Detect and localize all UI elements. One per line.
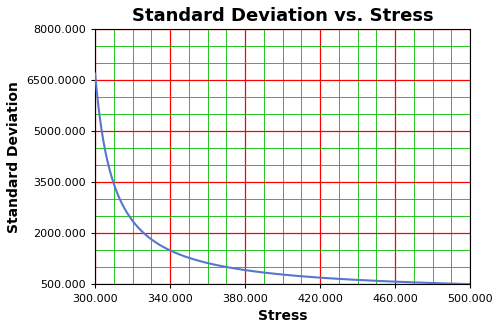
- Y-axis label: Standard Deviation: Standard Deviation: [7, 81, 21, 233]
- Title: Standard Deviation vs. Stress: Standard Deviation vs. Stress: [132, 7, 434, 25]
- X-axis label: Stress: Stress: [258, 309, 308, 323]
